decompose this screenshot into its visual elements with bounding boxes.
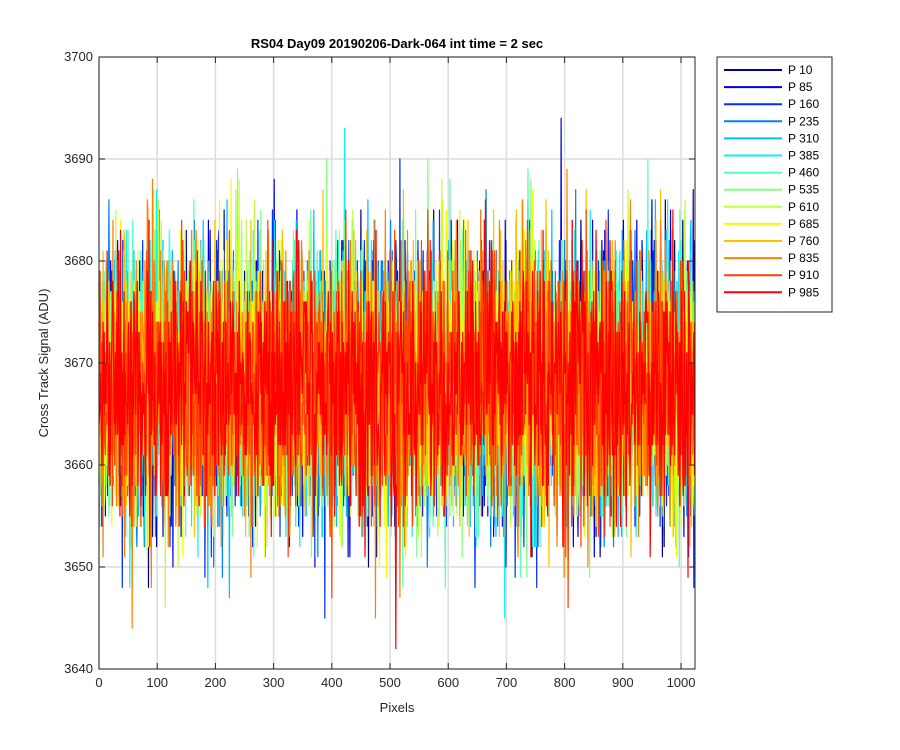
- legend-item: P 310: [724, 131, 819, 145]
- legend-item: P 685: [724, 217, 819, 231]
- y-tick-label: 3680: [64, 253, 93, 268]
- legend-label: P 10: [788, 63, 813, 77]
- legend-label: P 910: [788, 268, 819, 282]
- y-tick-label: 3690: [64, 151, 93, 166]
- x-tick-label: 700: [496, 675, 518, 690]
- legend-item: P 235: [724, 114, 819, 128]
- legend-label: P 85: [788, 80, 813, 94]
- legend-label: P 235: [788, 114, 819, 128]
- legend-box: [716, 56, 833, 313]
- legend-item: P 460: [724, 166, 819, 180]
- series-lines: [98, 117, 696, 650]
- y-tick-label: 3640: [64, 661, 93, 676]
- axis-ticks: 0 100 200 300 400 500 600 700 800 900 1000 3640 3650…: [64, 49, 695, 690]
- x-tick-label: 800: [554, 675, 576, 690]
- x-tick-label: 200: [205, 675, 227, 690]
- legend-item: P 160: [724, 97, 819, 111]
- y-tick-label: 3660: [64, 457, 93, 472]
- legend-item: P 910: [724, 268, 819, 282]
- legend-item: P 535: [724, 183, 819, 197]
- series-line-p985: [98, 199, 696, 650]
- x-tick-label: 100: [146, 675, 168, 690]
- chart-title: RS04 Day09 20190206-Dark-064 int time = …: [251, 36, 543, 51]
- legend-item: P 760: [724, 234, 819, 248]
- legend-item: P 85: [724, 80, 813, 94]
- legend-label: P 310: [788, 131, 819, 145]
- x-tick-label: 1000: [667, 675, 696, 690]
- x-tick-label: 0: [95, 675, 102, 690]
- x-tick-label: 600: [437, 675, 459, 690]
- x-tick-label: 400: [321, 675, 343, 690]
- legend-item: P 835: [724, 251, 819, 265]
- x-tick-label: 300: [263, 675, 285, 690]
- x-tick-label: 900: [612, 675, 634, 690]
- legend-label: P 985: [788, 285, 819, 299]
- legend-label: P 685: [788, 217, 819, 231]
- y-tick-label: 3670: [64, 355, 93, 370]
- legend-label: P 535: [788, 183, 819, 197]
- legend-label: P 760: [788, 234, 819, 248]
- legend-item: P 610: [724, 200, 819, 214]
- legend-item: P 985: [724, 285, 819, 299]
- legend-label: P 385: [788, 149, 819, 163]
- x-axis-label: Pixels: [380, 700, 415, 715]
- legend-label: P 835: [788, 251, 819, 265]
- legend-label: P 460: [788, 166, 819, 180]
- legend-item: P 10: [724, 63, 813, 77]
- y-tick-label: 3650: [64, 559, 93, 574]
- x-tick-label: 500: [379, 675, 401, 690]
- legend-label: P 160: [788, 97, 819, 111]
- y-axis-label: Cross Track Signal (ADU): [36, 289, 51, 438]
- y-tick-label: 3700: [64, 49, 93, 64]
- legend: P 10 P 85 P 160 P 235 P 310 P 385 P 460 P 535 P …: [716, 56, 833, 313]
- legend-label: P 610: [788, 200, 819, 214]
- legend-item: P 385: [724, 149, 819, 163]
